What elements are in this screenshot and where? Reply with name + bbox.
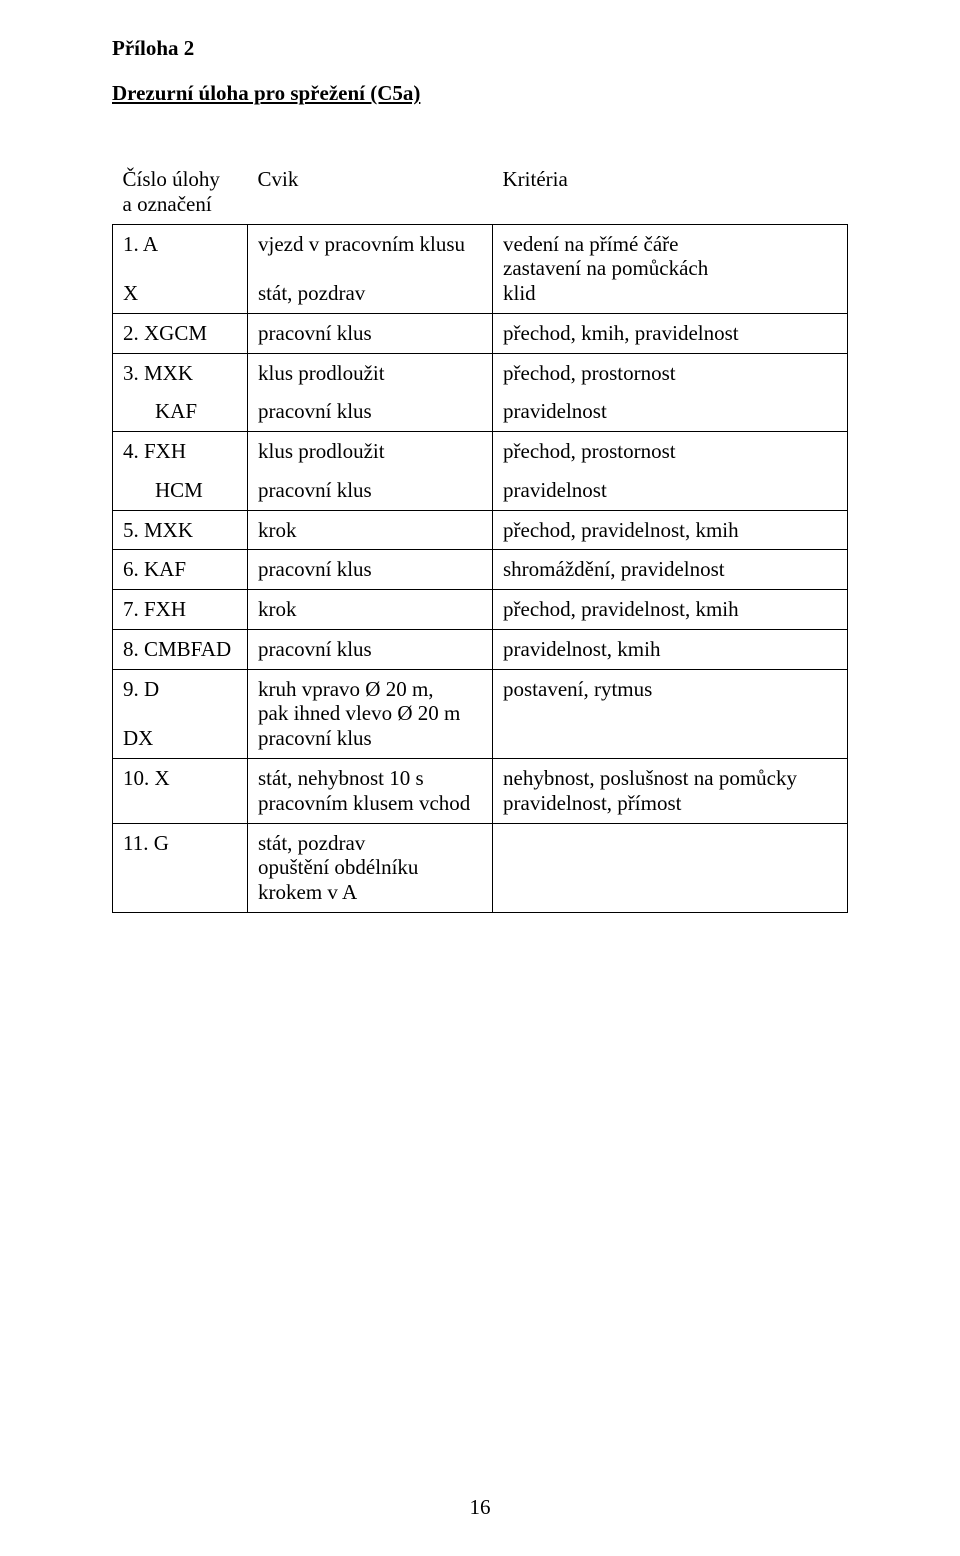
cell: kruh vpravo Ø 20 m, pak ihned vlevo Ø 20…: [248, 670, 492, 758]
table-row: 2. XGCM pracovní klus přechod, kmih, pra…: [113, 313, 848, 353]
cell: pravidelnost: [493, 399, 847, 431]
cell: pracovní klus: [248, 314, 492, 353]
exercise-table: Číslo úlohy a označení Cvik Kritéria 1. …: [112, 160, 848, 913]
cell: [493, 824, 847, 838]
cell: přechod, prostornost: [493, 354, 847, 400]
cell: přechod, kmih, pravidelnost: [493, 314, 847, 353]
cell: 8. CMBFAD: [113, 630, 247, 669]
cell: 2. XGCM: [113, 314, 247, 353]
page-title: Drezurní úloha pro spřežení (C5a): [112, 81, 848, 106]
cell: 6. KAF: [113, 550, 247, 589]
cell: KAF: [113, 399, 247, 431]
cell: přechod, pravidelnost, kmih: [493, 511, 847, 550]
cell: krok: [248, 511, 492, 550]
cell: vedení na přímé čáře zastavení na pomůck…: [493, 225, 847, 313]
head-col3: Kritéria: [493, 160, 848, 199]
cell: vjezd v pracovním klusu stát, pozdrav: [248, 225, 492, 313]
cell: 4. FXH: [113, 432, 247, 478]
table-row: 1. A X vjezd v pracovním klusu stát, poz…: [113, 224, 848, 313]
table-row: 10. X stát, nehybnost 10 s pracovním klu…: [113, 759, 848, 824]
cell: 10. X: [113, 759, 247, 798]
page-number: 16: [0, 1495, 960, 1520]
cell: pravidelnost: [493, 478, 847, 510]
appendix-label: Příloha 2: [112, 36, 848, 61]
cell: 3. MXK: [113, 354, 247, 400]
cell: 1. A X: [113, 225, 247, 313]
table-row: 6. KAF pracovní klus shromáždění, pravid…: [113, 550, 848, 590]
table-row: 4. FXH klus prodloužit přechod, prostorn…: [113, 432, 848, 478]
cell: 7. FXH: [113, 590, 247, 629]
cell: klus prodloužit: [248, 432, 492, 478]
table-row: 11. G stát, pozdrav opuštění obdélníku k…: [113, 823, 848, 912]
cell: přechod, pravidelnost, kmih: [493, 590, 847, 629]
cell: pracovní klus: [248, 478, 492, 510]
cell: postavení, rytmus: [493, 670, 847, 709]
cell: 11. G: [113, 824, 247, 863]
cell: nehybnost, poslušnost na pomůcky pravide…: [493, 759, 847, 823]
table-header: Číslo úlohy a označení Cvik Kritéria: [113, 160, 848, 224]
cell: 5. MXK: [113, 511, 247, 550]
cell: pracovní klus: [248, 630, 492, 669]
cell: 9. D DX: [113, 670, 247, 758]
table-row: 3. MXK klus prodloužit přechod, prostorn…: [113, 353, 848, 399]
table-row: 7. FXH krok přechod, pravidelnost, kmih: [113, 590, 848, 630]
table-row: 9. D DX kruh vpravo Ø 20 m, pak ihned vl…: [113, 669, 848, 758]
head-col1: Číslo úlohy a označení: [113, 160, 248, 224]
table-row: 5. MXK krok přechod, pravidelnost, kmih: [113, 510, 848, 550]
table-row: 8. CMBFAD pracovní klus pravidelnost, km…: [113, 629, 848, 669]
table-row: HCM pracovní klus pravidelnost: [113, 478, 848, 510]
cell: pracovní klus: [248, 550, 492, 589]
cell: stát, pozdrav opuštění obdélníku krokem …: [248, 824, 492, 912]
cell: HCM: [113, 478, 247, 510]
cell: stát, nehybnost 10 s pracovním klusem vc…: [248, 759, 492, 823]
cell: shromáždění, pravidelnost: [493, 550, 847, 589]
cell: klus prodloužit: [248, 354, 492, 400]
cell: přechod, prostornost: [493, 432, 847, 478]
cell: pravidelnost, kmih: [493, 630, 847, 669]
cell: pracovní klus: [248, 399, 492, 431]
head-col2: Cvik: [248, 160, 493, 199]
table-row: KAF pracovní klus pravidelnost: [113, 399, 848, 431]
cell: krok: [248, 590, 492, 629]
